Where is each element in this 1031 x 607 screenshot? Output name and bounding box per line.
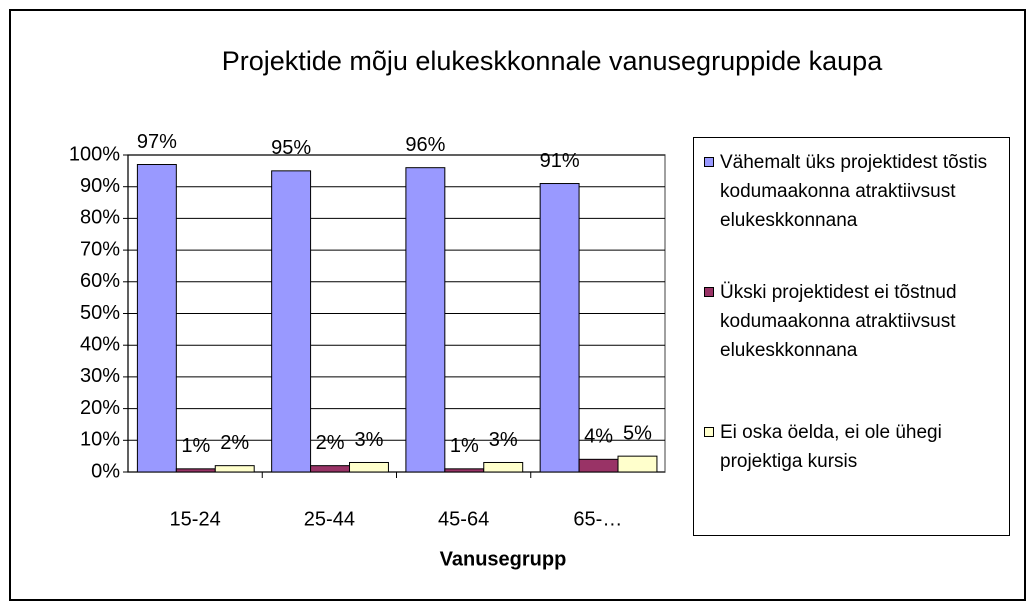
legend-label: Ei oska öelda, ei ole ühegi projektiga k… <box>720 422 942 472</box>
bar <box>214 465 255 473</box>
bar <box>175 468 216 473</box>
value-label: 95% <box>271 137 311 159</box>
y-tick-label: 30% <box>80 365 120 387</box>
y-tick-label: 70% <box>80 238 120 260</box>
legend-label: Vähemalt üks projektidest tõstis kodumaa… <box>720 152 988 231</box>
bar <box>578 458 619 473</box>
y-tick-label: 100% <box>69 143 120 165</box>
value-label: 91% <box>540 150 580 172</box>
y-tick-label: 0% <box>91 460 120 482</box>
value-label: 96% <box>405 134 445 156</box>
x-axis-title: Vanusegrupp <box>440 548 567 570</box>
y-tick-label: 20% <box>80 397 120 419</box>
legend-label: Ükski projektidest ei tõstnud kodumaakon… <box>720 282 957 361</box>
value-label: 3% <box>355 429 384 451</box>
legend-entry: Ükski projektidest ei tõstnud kodumaakon… <box>704 278 1004 365</box>
y-tick-label: 60% <box>80 270 120 292</box>
value-label: 5% <box>623 422 652 444</box>
bar <box>617 455 658 473</box>
value-label: 1% <box>181 435 210 457</box>
bar <box>444 468 485 473</box>
value-label: 4% <box>584 426 613 448</box>
y-tick-label: 40% <box>80 333 120 355</box>
bar <box>483 461 524 473</box>
y-tick-label: 80% <box>80 207 120 229</box>
legend-swatch <box>704 157 714 167</box>
legend: Vähemalt üks projektidest tõstis kodumaa… <box>693 137 1010 536</box>
legend-swatch <box>704 287 714 297</box>
x-tick-label: 65-… <box>573 508 622 530</box>
y-tick-label: 90% <box>80 175 120 197</box>
x-tick-label: 45-64 <box>438 508 489 530</box>
value-label: 2% <box>316 432 345 454</box>
legend-entry: Ei oska öelda, ei ole ühegi projektiga k… <box>704 418 1004 476</box>
value-label: 97% <box>137 131 177 153</box>
bar <box>539 183 580 473</box>
bar <box>271 170 312 473</box>
bar <box>349 461 389 473</box>
bar <box>310 465 351 473</box>
value-label: 3% <box>489 429 518 451</box>
chart-border <box>9 9 1026 601</box>
chart-title: Projektide mõju elukeskkonnale vanusegru… <box>221 46 883 76</box>
value-label: 2% <box>220 432 249 454</box>
value-label: 1% <box>450 435 479 457</box>
bar <box>405 167 446 473</box>
legend-swatch <box>704 427 714 437</box>
legend-entry: Vähemalt üks projektidest tõstis kodumaa… <box>704 148 1004 235</box>
bar <box>136 164 177 473</box>
x-tick-label: 25-44 <box>304 508 355 530</box>
y-tick-label: 10% <box>80 429 120 451</box>
x-tick-label: 15-24 <box>170 508 221 530</box>
y-tick-label: 50% <box>80 302 120 324</box>
